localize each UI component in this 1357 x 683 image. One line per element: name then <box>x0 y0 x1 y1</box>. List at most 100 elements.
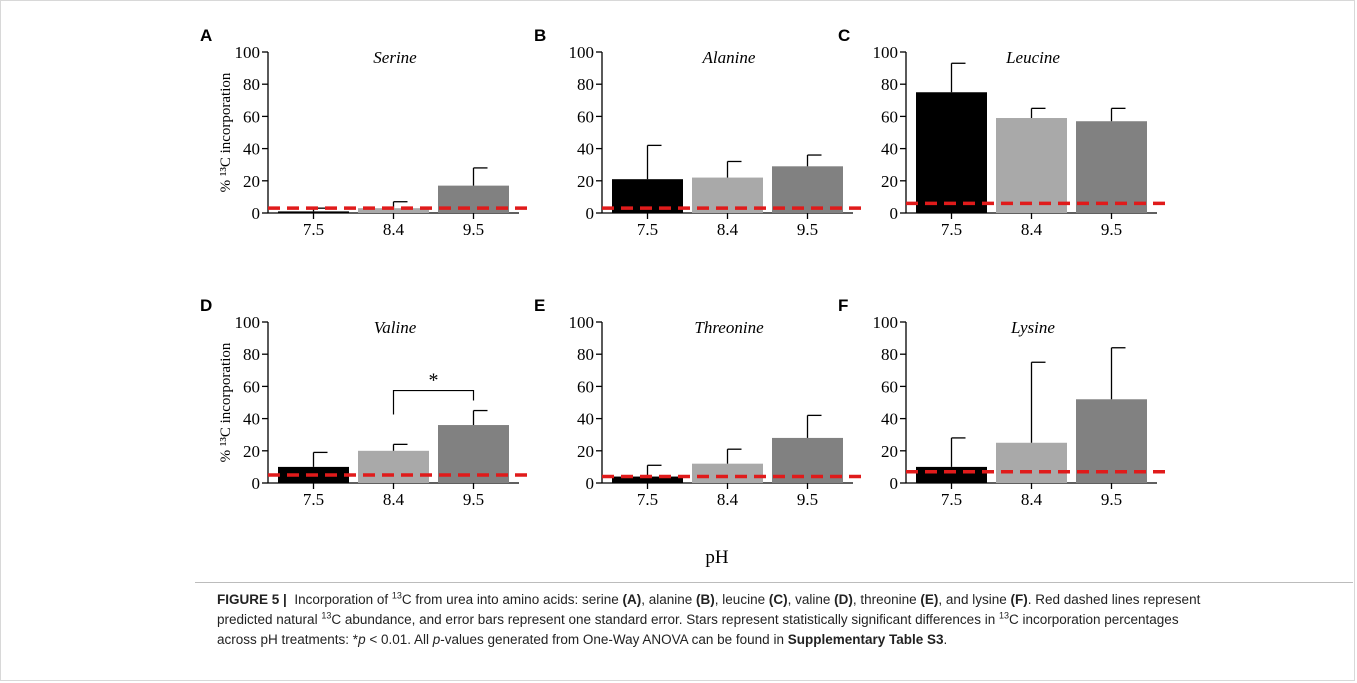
y-tick-label: 60 <box>881 377 898 396</box>
y-axis-label: % ¹³C incorporation <box>218 72 234 192</box>
y-tick-label: 60 <box>577 377 594 396</box>
caption-line-2: predicted natural 13C abundance, and err… <box>217 610 1342 630</box>
caption-divider <box>195 582 1353 583</box>
y-tick-label: 40 <box>881 140 898 159</box>
panel-letter: D <box>200 296 212 315</box>
x-tick-label: 7.5 <box>303 490 324 509</box>
bar-ph-8-4 <box>358 208 429 213</box>
y-tick-label: 20 <box>243 172 260 191</box>
caption-text: < 0.01. All <box>365 632 433 647</box>
caption-panel-ref: (E) <box>920 592 939 607</box>
x-tick-label: 7.5 <box>941 490 962 509</box>
caption-text: , leucine <box>714 592 769 607</box>
y-tick-label: 20 <box>881 172 898 191</box>
caption-line-1: FIGURE 5 | Incorporation of 13C from ure… <box>217 590 1342 610</box>
x-tick-label: 8.4 <box>383 220 405 239</box>
x-tick-label: 9.5 <box>797 220 818 239</box>
panel-title: Leucine <box>1005 48 1060 67</box>
chart-panel-f: F Lysine 0 20 40 60 80 100 7.5 8.4 9.5 <box>838 296 1165 509</box>
x-tick-label: 9.5 <box>463 220 484 239</box>
x-tick-label: 8.4 <box>1021 490 1043 509</box>
y-tick-label: 100 <box>235 43 261 62</box>
chart-panel-b: B Alanine 0 20 40 60 80 100 7.5 8.4 9.5 <box>534 26 861 239</box>
caption-text: C abundance, and error bars represent on… <box>331 612 999 627</box>
significance-star: * <box>429 370 439 392</box>
caption-text: , alanine <box>641 592 697 607</box>
chart-panels: A Serine 0 20 40 60 80 100 7.5 8.4 9.5 % ¹³C incorp… <box>200 26 1165 509</box>
panel-title: Lysine <box>1010 318 1055 337</box>
y-tick-label: 0 <box>890 204 899 223</box>
x-tick-label: 8.4 <box>717 490 739 509</box>
x-tick-label: 8.4 <box>717 220 739 239</box>
y-tick-label: 40 <box>881 410 898 429</box>
figure-caption: FIGURE 5 | Incorporation of 13C from ure… <box>217 590 1342 650</box>
bar-ph-9-5 <box>772 166 843 213</box>
y-tick-label: 60 <box>881 107 898 126</box>
x-tick-label: 7.5 <box>941 220 962 239</box>
y-axis-label: % ¹³C incorporation <box>218 342 234 462</box>
caption-text: C from urea into amino acids: serine <box>401 592 623 607</box>
caption-panel-ref: (A) <box>622 592 642 607</box>
y-tick-label: 20 <box>243 442 260 461</box>
y-tick-label: 60 <box>577 107 594 126</box>
caption-text: , threonine <box>852 592 921 607</box>
caption-text: predicted natural <box>217 612 322 627</box>
y-tick-label: 80 <box>577 75 594 94</box>
caption-text: . Red dashed lines represent <box>1027 592 1201 607</box>
panel-letter: B <box>534 26 546 45</box>
x-tick-label: 8.4 <box>1021 220 1043 239</box>
x-tick-label: 7.5 <box>637 220 658 239</box>
caption-text: across pH treatments: * <box>217 632 359 647</box>
caption-panel-ref: (D) <box>834 592 853 607</box>
caption-text: C incorporation percentages <box>1008 612 1179 627</box>
bar-ph-7-5 <box>916 92 987 213</box>
x-tick-label: 9.5 <box>797 490 818 509</box>
caption-superscript: 13 <box>391 590 402 601</box>
x-tick-label: 7.5 <box>637 490 658 509</box>
panel-title: Alanine <box>702 48 756 67</box>
y-tick-label: 100 <box>569 43 595 62</box>
y-tick-label: 100 <box>235 313 261 332</box>
y-tick-label: 0 <box>586 474 595 493</box>
significance-bracket <box>392 389 475 415</box>
caption-text: Incorporation of <box>294 592 392 607</box>
y-tick-label: 40 <box>243 410 260 429</box>
chart-panel-d: D Valine 0 20 40 60 80 100 7.5 8.4 9.5 * % ¹³C incor… <box>200 296 527 509</box>
y-tick-label: 100 <box>873 43 899 62</box>
x-tick-label: 8.4 <box>383 490 405 509</box>
caption-panel-ref: (F) <box>1010 592 1028 607</box>
y-tick-label: 60 <box>243 107 260 126</box>
caption-supplementary-ref: Supplementary Table S3 <box>787 632 944 647</box>
bar-ph-7-5 <box>612 476 683 483</box>
caption-figure-label: FIGURE 5 | <box>217 592 287 607</box>
caption-text: , and lysine <box>938 592 1011 607</box>
panel-letter: C <box>838 26 850 45</box>
caption-p-symbol: p <box>432 632 441 647</box>
y-tick-label: 0 <box>252 204 261 223</box>
bar-ph-8-4 <box>996 118 1067 213</box>
caption-text: -values generated from One-Way ANOVA can… <box>440 632 788 647</box>
y-tick-label: 0 <box>890 474 899 493</box>
bar-ph-8-4 <box>358 450 429 483</box>
y-tick-label: 80 <box>243 345 260 364</box>
chart-panel-e: E Threonine 0 20 40 60 80 100 7.5 8.4 9.5 <box>534 296 861 509</box>
bar-ph-9-5 <box>1076 121 1147 213</box>
x-tick-label: 9.5 <box>1101 220 1122 239</box>
y-tick-label: 0 <box>586 204 595 223</box>
caption-text: , valine <box>787 592 835 607</box>
y-tick-label: 100 <box>569 313 595 332</box>
bar-ph-7-5 <box>278 211 349 213</box>
shared-x-axis-label: pH <box>705 547 729 568</box>
y-tick-label: 20 <box>577 442 594 461</box>
y-tick-label: 80 <box>881 75 898 94</box>
panel-letter: A <box>200 26 212 45</box>
panel-letter: E <box>534 296 545 315</box>
chart-panel-c: C Leucine 0 20 40 60 80 100 7.5 8.4 9.5 <box>838 26 1165 239</box>
bar-ph-7-5 <box>916 466 987 483</box>
caption-superscript: 13 <box>998 610 1009 621</box>
y-tick-label: 80 <box>243 75 260 94</box>
caption-panel-ref: (C) <box>768 592 788 607</box>
y-tick-label: 60 <box>243 377 260 396</box>
